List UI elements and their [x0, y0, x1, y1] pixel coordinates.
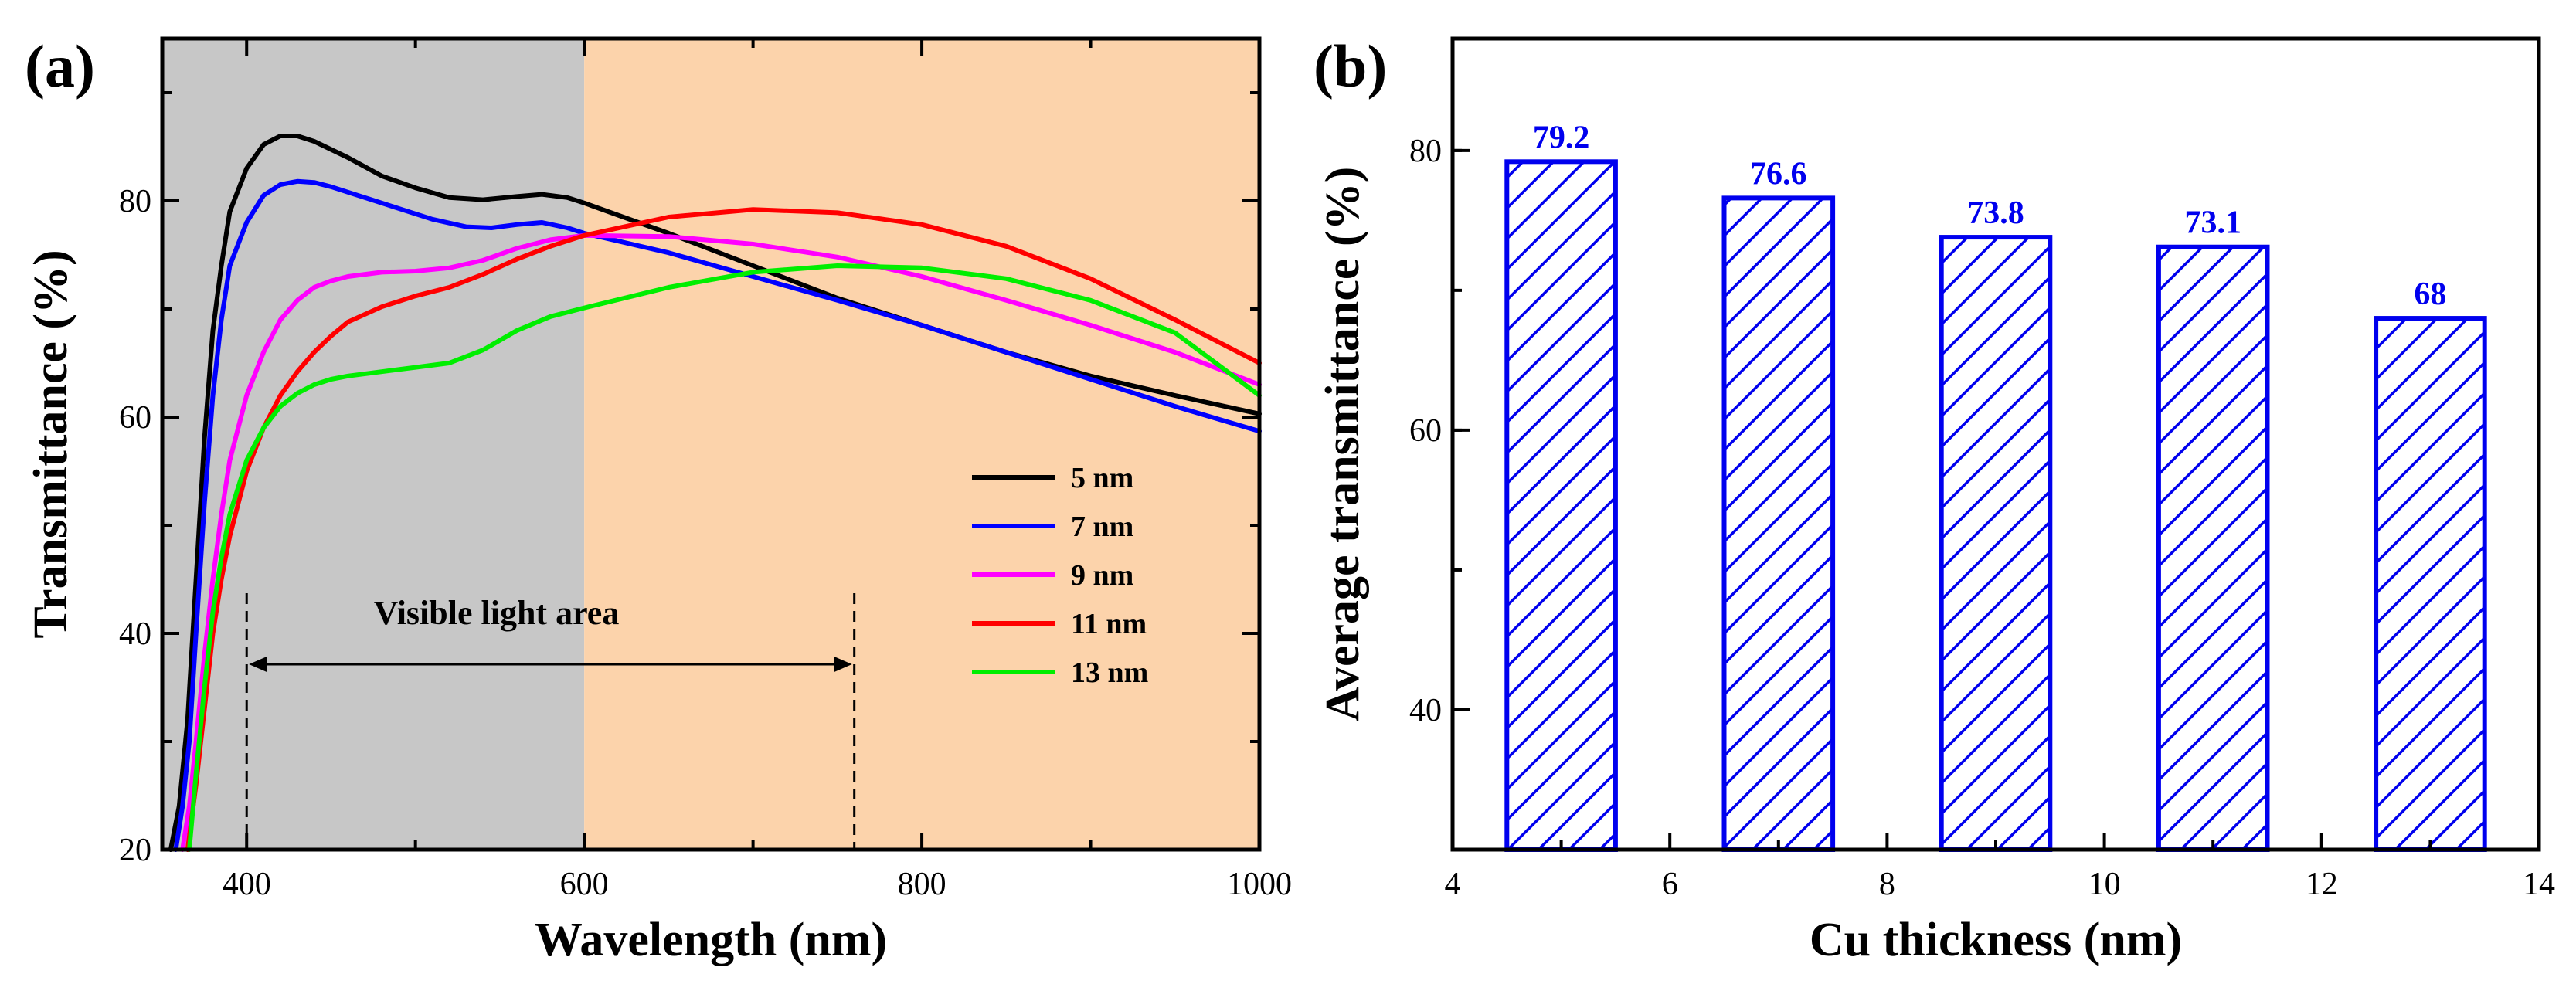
series-line-7-nm — [173, 178, 1262, 852]
y-tick-label: 60 — [119, 400, 151, 436]
panel-label-a: (a) — [25, 32, 95, 100]
y-axis-title-b: Average transmittance (%) — [1317, 167, 1369, 721]
x-tick-label: 800 — [898, 867, 946, 902]
x-tick-label: 1000 — [1227, 867, 1292, 902]
bar-5-nm — [1504, 159, 1618, 852]
legend-label: 13 nm — [1071, 657, 1148, 689]
x-tick-label: 600 — [560, 867, 609, 902]
x-tick-label: 10 — [2088, 867, 2121, 902]
y-tick-label: 40 — [1409, 693, 1442, 728]
legend: 5 nm 7 nm 9 nm 11 nm 13 nm — [972, 462, 1148, 689]
annotation-text: Visible light area — [374, 594, 620, 632]
x-tick-label: 6 — [1662, 867, 1678, 902]
x-tick-label: 4 — [1445, 867, 1461, 902]
visible-region — [584, 39, 1259, 850]
plot-frame-b — [1450, 36, 2541, 852]
y-tick-label: 60 — [1409, 413, 1442, 449]
bar-9-nm — [1939, 235, 2053, 852]
panel-a: 400 600 800 1000 20 40 60 80 Visible light are… — [25, 32, 1292, 966]
x-axis-title-b: Cu thickness (nm) — [1810, 914, 2182, 966]
bars: 79.2 76.6 73.8 73.1 68 — [1504, 120, 2487, 852]
y-tick-label: 80 — [1409, 134, 1442, 169]
panel-label-b: (b) — [1313, 32, 1387, 100]
legend-label: 7 nm — [1071, 511, 1133, 543]
shaded-regions — [162, 39, 1259, 850]
y-ticks: 40 60 80 — [1409, 134, 1470, 851]
legend-label: 5 nm — [1071, 462, 1133, 494]
x-ticks: 4 6 8 10 12 14 — [1445, 833, 2555, 902]
series-line-9-nm — [180, 232, 1262, 852]
y-tick-label: 40 — [119, 616, 151, 652]
y-ticks: 20 40 60 80 — [119, 91, 1259, 868]
bar-data-label: 76.6 — [1750, 156, 1807, 192]
legend-label: 9 nm — [1071, 559, 1133, 592]
bar-data-label: 73.1 — [2184, 205, 2241, 241]
bar-7-nm — [1721, 195, 1836, 852]
uv-region — [162, 39, 585, 850]
legend-label: 11 nm — [1071, 608, 1147, 640]
visible-light-annotation: Visible light area — [245, 593, 856, 850]
x-tick-label: 400 — [223, 867, 271, 902]
x-tick-label: 14 — [2523, 867, 2555, 902]
plot-frame-a — [160, 36, 1262, 852]
x-axis-title-a: Wavelength (nm) — [535, 914, 887, 966]
series-lines — [168, 134, 1262, 852]
series-line-11-nm — [185, 207, 1262, 852]
bar-data-label: 73.8 — [1967, 195, 2024, 231]
series-line-13-nm — [187, 263, 1262, 852]
x-tick-label: 8 — [1879, 867, 1895, 902]
bar-data-label: 79.2 — [1533, 120, 1590, 155]
y-axis-title-a: Transmittance (%) — [25, 249, 77, 638]
bar-data-label: 68 — [2414, 277, 2446, 312]
annotation-arrowhead-left — [249, 657, 267, 672]
bar-13-nm — [2374, 316, 2487, 852]
x-tick-label: 12 — [2306, 867, 2338, 902]
annotation-arrowhead-right — [834, 657, 852, 672]
y-tick-label: 20 — [119, 833, 151, 868]
bar-11-nm — [2156, 244, 2270, 852]
y-tick-label: 80 — [119, 184, 151, 219]
